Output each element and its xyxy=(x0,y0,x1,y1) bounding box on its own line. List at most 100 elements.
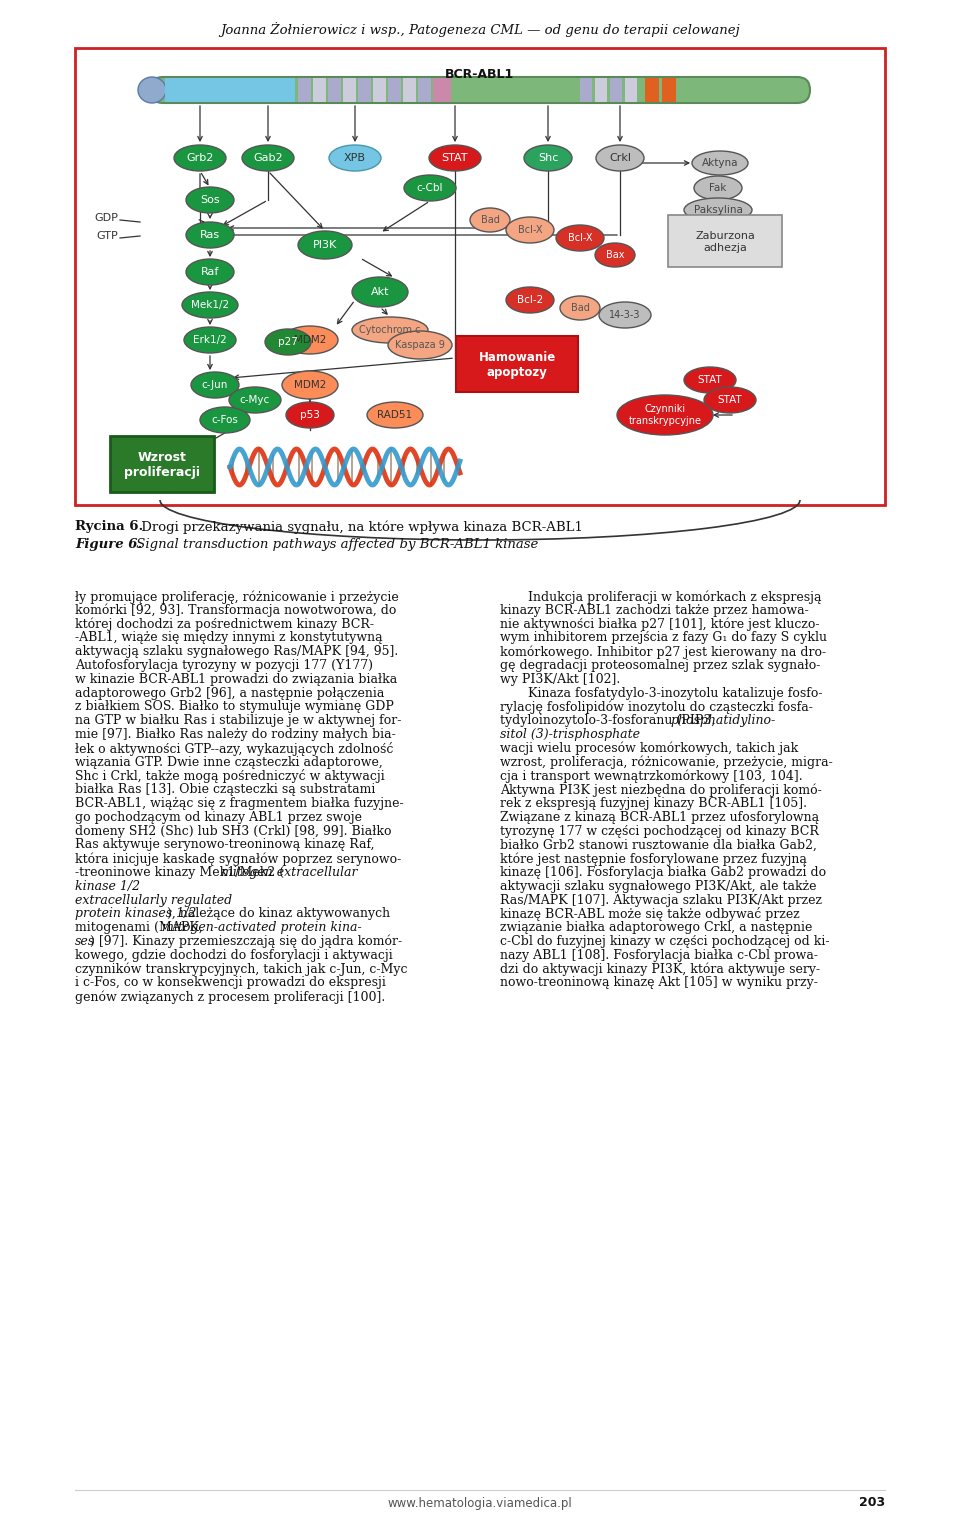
Text: mie [97]. Białko Ras należy do rodziny małych bia-: mie [97]. Białko Ras należy do rodziny m… xyxy=(75,728,396,741)
Ellipse shape xyxy=(186,259,234,285)
Text: Autofosforylacja tyrozyny w pozycji 177 (Y177): Autofosforylacja tyrozyny w pozycji 177 … xyxy=(75,659,373,672)
Text: ses: ses xyxy=(75,935,95,948)
FancyBboxPatch shape xyxy=(456,337,578,393)
Text: której dochodzi za pośrednictwem kinazy BCR-: której dochodzi za pośrednictwem kinazy … xyxy=(75,617,374,631)
Ellipse shape xyxy=(560,296,600,320)
Text: która inicjuje kaskadę sygnałów poprzez serynowo-: która inicjuje kaskadę sygnałów poprzez … xyxy=(75,852,401,866)
Ellipse shape xyxy=(470,208,510,232)
Text: genów związanych z procesem proliferacji [100].: genów związanych z procesem proliferacji… xyxy=(75,990,385,1004)
Ellipse shape xyxy=(692,152,748,174)
Text: wiązania GTP. Dwie inne cząsteczki adaptorowe,: wiązania GTP. Dwie inne cząsteczki adapt… xyxy=(75,755,383,769)
Text: Bad: Bad xyxy=(481,215,499,224)
Text: Kaspaza 9: Kaspaza 9 xyxy=(396,340,444,350)
FancyBboxPatch shape xyxy=(662,77,676,102)
Text: mitogen extracellular: mitogen extracellular xyxy=(221,866,357,879)
Text: nowo-treoninową kinazę Akt [105] w wyniku przy-: nowo-treoninową kinazę Akt [105] w wynik… xyxy=(500,976,818,990)
Text: c-Myc: c-Myc xyxy=(240,396,270,405)
Text: mitogenami (MAPK,: mitogenami (MAPK, xyxy=(75,922,206,934)
Text: Bax: Bax xyxy=(606,250,624,261)
Ellipse shape xyxy=(352,277,408,308)
Text: kinase 1/2: kinase 1/2 xyxy=(75,879,140,893)
Text: komórki [92, 93]. Transformacja nowotworowa, do: komórki [92, 93]. Transformacja nowotwor… xyxy=(75,603,396,617)
Text: Gab2: Gab2 xyxy=(253,153,283,164)
FancyBboxPatch shape xyxy=(75,49,885,505)
Text: wym inhibitorem przejścia z fazy G₁ do fazy S cyklu: wym inhibitorem przejścia z fazy G₁ do f… xyxy=(500,631,827,644)
Ellipse shape xyxy=(429,146,481,171)
Text: nazy ABL1 [108]. Fosforylacja białka c-Cbl prowa-: nazy ABL1 [108]. Fosforylacja białka c-C… xyxy=(500,949,818,961)
Text: ły promujące proliferację, różnicowanie i przeżycie: ły promujące proliferację, różnicowanie … xyxy=(75,590,398,603)
Text: tydyloinozytolo-3-fosforanu (PIP3,: tydyloinozytolo-3-fosforanu (PIP3, xyxy=(500,714,719,728)
Text: -treoninowe kinazy Mek1/Mek2 (: -treoninowe kinazy Mek1/Mek2 ( xyxy=(75,866,284,879)
Text: Zaburzona
adhezja: Zaburzona adhezja xyxy=(695,232,755,253)
Ellipse shape xyxy=(200,406,250,434)
Text: STAT: STAT xyxy=(698,374,722,385)
FancyBboxPatch shape xyxy=(433,77,451,102)
Ellipse shape xyxy=(404,174,456,202)
Text: GDP: GDP xyxy=(94,214,118,223)
FancyBboxPatch shape xyxy=(373,77,386,102)
Text: MDM2: MDM2 xyxy=(294,381,326,390)
Text: kowego, gdzie dochodzi do fosforylacji i aktywacji: kowego, gdzie dochodzi do fosforylacji i… xyxy=(75,949,393,961)
Text: wzrost, proliferacja, różnicowanie, przeżycie, migra-: wzrost, proliferacja, różnicowanie, prze… xyxy=(500,755,832,769)
FancyBboxPatch shape xyxy=(110,437,214,493)
Text: kinazę BCR-ABL może się także odbywać przez: kinazę BCR-ABL może się także odbywać pr… xyxy=(500,908,800,922)
Text: nie aktywności białka p27 [101], które jest kluczo-: nie aktywności białka p27 [101], które j… xyxy=(500,617,820,631)
Text: Joanna Żołnierowicz i wsp., Patogeneza CML — od genu do terapii celowanej: Joanna Żołnierowicz i wsp., Patogeneza C… xyxy=(220,23,740,36)
Text: Hamowanie
apoptozy: Hamowanie apoptozy xyxy=(478,352,556,379)
FancyBboxPatch shape xyxy=(358,77,371,102)
Text: PI3K: PI3K xyxy=(313,240,337,250)
Text: sitol (3)-trisphosphate: sitol (3)-trisphosphate xyxy=(500,728,640,741)
Text: Indukcja proliferacji w komórkach z ekspresją: Indukcja proliferacji w komórkach z eksp… xyxy=(528,590,822,603)
Text: na GTP w białku Ras i stabilizuje je w aktywnej for-: na GTP w białku Ras i stabilizuje je w a… xyxy=(75,714,401,728)
Text: Shc: Shc xyxy=(538,153,558,164)
Text: Aktyna: Aktyna xyxy=(702,158,738,168)
Ellipse shape xyxy=(388,330,452,359)
Text: aktywacji szlaku sygnałowego PI3K/Akt, ale także: aktywacji szlaku sygnałowego PI3K/Akt, a… xyxy=(500,879,817,893)
Text: tyrozynę 177 w części pochodzącej od kinazy BCR: tyrozynę 177 w części pochodzącej od kin… xyxy=(500,825,819,838)
Ellipse shape xyxy=(282,326,338,355)
Text: wacji wielu procesów komórkowych, takich jak: wacji wielu procesów komórkowych, takich… xyxy=(500,741,799,755)
Text: p27: p27 xyxy=(278,337,298,347)
Ellipse shape xyxy=(298,230,352,259)
Ellipse shape xyxy=(506,287,554,312)
FancyBboxPatch shape xyxy=(580,77,592,102)
Text: Paksylina: Paksylina xyxy=(693,205,742,215)
Text: Aktywna PI3K jest niezbędna do proliferacji komó-: Aktywna PI3K jest niezbędna do prolifera… xyxy=(500,784,822,797)
Text: STAT: STAT xyxy=(442,153,468,164)
FancyBboxPatch shape xyxy=(298,77,311,102)
Text: -ABL1, wiąże się między innymi z konstytutywną: -ABL1, wiąże się między innymi z konstyt… xyxy=(75,631,383,644)
Text: www.hematologia.viamedica.pl: www.hematologia.viamedica.pl xyxy=(388,1496,572,1510)
Text: łek o aktywności GTP--azy, wykazujących zdolność: łek o aktywności GTP--azy, wykazujących … xyxy=(75,741,394,756)
Text: ) [97]. Kinazy przemieszczają się do jądra komór-: ) [97]. Kinazy przemieszczają się do jąd… xyxy=(89,935,401,949)
Ellipse shape xyxy=(265,329,311,355)
FancyBboxPatch shape xyxy=(388,77,401,102)
FancyBboxPatch shape xyxy=(645,77,659,102)
Ellipse shape xyxy=(186,221,234,249)
Text: 14-3-3: 14-3-3 xyxy=(610,309,640,320)
Text: Bcl-X: Bcl-X xyxy=(567,233,592,243)
Text: c-Fos: c-Fos xyxy=(211,415,238,424)
Text: c-Jun: c-Jun xyxy=(202,381,228,390)
Ellipse shape xyxy=(352,317,428,343)
Text: komórkowego. Inhibitor p27 jest kierowany na dro-: komórkowego. Inhibitor p27 jest kierowan… xyxy=(500,646,827,658)
Text: kinazy BCR-ABL1 zachodzi także przez hamowa-: kinazy BCR-ABL1 zachodzi także przez ham… xyxy=(500,603,808,617)
Text: kinazę [106]. Fosforylacja białka Gab2 prowadzi do: kinazę [106]. Fosforylacja białka Gab2 p… xyxy=(500,866,827,879)
Text: Ras/MAPK [107]. Aktywacja szlaku PI3K/Akt przez: Ras/MAPK [107]. Aktywacja szlaku PI3K/Ak… xyxy=(500,893,822,907)
Text: Kinaza fosfatydylo-3-inozytolu katalizuje fosfo-: Kinaza fosfatydylo-3-inozytolu katalizuj… xyxy=(528,687,823,699)
FancyBboxPatch shape xyxy=(343,77,356,102)
Ellipse shape xyxy=(286,402,334,428)
Text: mitogen-activated protein kina-: mitogen-activated protein kina- xyxy=(162,922,362,934)
Text: z białkiem SOS. Białko to stymuluje wymianę GDP: z białkiem SOS. Białko to stymuluje wymi… xyxy=(75,700,394,714)
FancyBboxPatch shape xyxy=(680,77,795,102)
Ellipse shape xyxy=(694,176,742,200)
Text: dzi do aktywacji kinazy PI3K, która aktywuje sery-: dzi do aktywacji kinazy PI3K, która akty… xyxy=(500,963,820,976)
Text: go pochodzącym od kinazy ABL1 przez swoje: go pochodzącym od kinazy ABL1 przez swoj… xyxy=(75,811,362,823)
Text: w kinazie BCR-ABL1 prowadzi do związania białka: w kinazie BCR-ABL1 prowadzi do związania… xyxy=(75,673,397,685)
Text: RAD51: RAD51 xyxy=(377,409,413,420)
Ellipse shape xyxy=(704,387,756,412)
Text: Drogi przekazywania sygnału, na które wpływa kinaza BCR-ABL1: Drogi przekazywania sygnału, na które wp… xyxy=(137,520,583,534)
Text: MDM2: MDM2 xyxy=(294,335,326,346)
Text: p53: p53 xyxy=(300,409,320,420)
Text: Akt: Akt xyxy=(371,287,389,297)
Text: Czynniki
transkrypcyjne: Czynniki transkrypcyjne xyxy=(629,405,702,426)
